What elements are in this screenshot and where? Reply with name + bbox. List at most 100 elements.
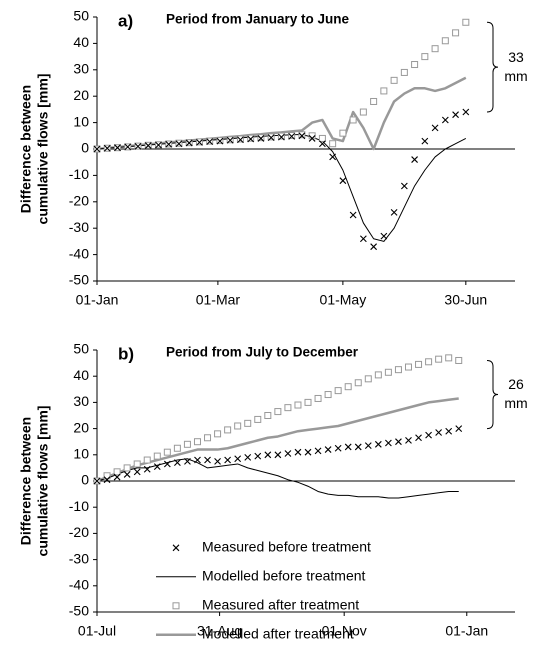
square-marker: [254, 415, 262, 423]
series-line: [96, 397, 459, 483]
y-tick-label: 50: [73, 8, 89, 24]
y-tick-label: -30: [69, 219, 89, 235]
x-marker: [226, 136, 234, 144]
x-tick-label: 01-Mar: [196, 292, 241, 308]
legend-label: Measured after treatment: [202, 597, 359, 613]
y-tick-label: 40: [73, 367, 89, 383]
y-tick-label: 0: [81, 472, 89, 488]
square-marker: [329, 140, 337, 148]
y-tick-label: 10: [73, 113, 89, 129]
x-marker: [455, 425, 463, 432]
square-marker: [284, 404, 292, 412]
y-axis-label: cumulative flows [mm]: [35, 74, 51, 225]
annotation: mm: [504, 395, 527, 411]
x-marker: [144, 142, 152, 149]
x-marker: [462, 108, 470, 116]
x-marker: [452, 111, 459, 119]
x-marker: [435, 429, 443, 436]
square-marker: [234, 422, 242, 430]
x-marker: [184, 457, 191, 465]
x-marker: [143, 465, 151, 473]
x-tick-label: 01-Nov: [322, 623, 367, 639]
x-marker: [206, 138, 214, 145]
y-axis-label: cumulative flows [mm]: [35, 406, 51, 557]
square-marker: [183, 440, 191, 448]
y-tick-label: -20: [69, 193, 89, 209]
x-marker: [93, 145, 101, 153]
chart-title: Period from July to December: [166, 345, 359, 360]
square-marker: [435, 355, 443, 363]
square-marker: [247, 134, 255, 142]
y-tick-label: 30: [73, 61, 89, 77]
square-marker: [153, 452, 161, 460]
x-marker: [194, 456, 201, 464]
square-marker: [163, 448, 171, 456]
x-marker: [405, 437, 412, 444]
x-tick-label: 30-Jun: [444, 292, 487, 308]
x-marker: [284, 450, 292, 457]
square-marker: [214, 430, 222, 438]
x-marker: [93, 477, 101, 485]
x-marker: [237, 136, 244, 144]
square-marker: [193, 438, 201, 446]
square-marker: [324, 391, 332, 399]
panel-label: a): [118, 11, 133, 30]
x-marker: [445, 427, 453, 435]
x-marker: [431, 124, 439, 132]
y-tick-label: 20: [73, 87, 89, 103]
square-marker: [264, 412, 272, 419]
x-marker: [308, 135, 316, 142]
bracket: [486, 21, 499, 113]
x-marker: [133, 468, 141, 476]
x-marker: [411, 156, 418, 163]
x-marker: [324, 446, 332, 453]
y-tick-label: -50: [69, 272, 89, 288]
y-tick-label: -10: [69, 166, 89, 182]
legend-label: Modelled after treatment: [202, 626, 354, 642]
square-marker: [349, 116, 357, 124]
y-tick-label: 10: [73, 446, 89, 462]
x-tick-label: 01-Jan: [445, 623, 488, 639]
square-marker: [441, 37, 449, 45]
square-marker: [421, 53, 429, 61]
x-tick-label: 01-Jan: [76, 292, 119, 308]
square-marker: [462, 18, 470, 26]
x-marker: [385, 439, 392, 447]
square-marker: [359, 108, 367, 116]
square-marker: [294, 401, 302, 409]
x-marker: [123, 471, 131, 478]
square-marker: [404, 363, 412, 371]
series-line: [96, 458, 459, 499]
x-marker: [153, 463, 161, 470]
x-marker: [364, 442, 372, 450]
y-tick-label: 0: [81, 140, 89, 156]
y-tick-label: 50: [73, 341, 89, 357]
x-marker: [254, 452, 262, 460]
square-marker: [288, 132, 296, 140]
y-tick-label: -40: [69, 577, 89, 593]
chart-title: Period from January to June: [166, 12, 350, 27]
x-marker: [278, 133, 285, 141]
x-marker: [234, 455, 242, 463]
square-marker: [224, 426, 232, 434]
x-marker: [257, 135, 265, 142]
x-marker: [304, 448, 312, 456]
x-marker: [425, 431, 432, 439]
square-marker: [113, 468, 121, 476]
square-marker: [143, 456, 151, 464]
x-marker: [163, 460, 171, 468]
x-marker: [370, 243, 378, 251]
x-marker: [124, 143, 132, 151]
x-marker: [380, 232, 388, 240]
square-marker: [374, 371, 382, 379]
square-marker: [277, 132, 285, 140]
square-marker: [204, 434, 212, 442]
square-marker: [267, 133, 275, 141]
square-marker: [370, 97, 378, 105]
square-marker: [314, 394, 322, 402]
x-marker: [264, 451, 272, 459]
square-marker: [455, 356, 463, 364]
square-marker: [244, 419, 252, 427]
x-marker: [415, 434, 422, 442]
